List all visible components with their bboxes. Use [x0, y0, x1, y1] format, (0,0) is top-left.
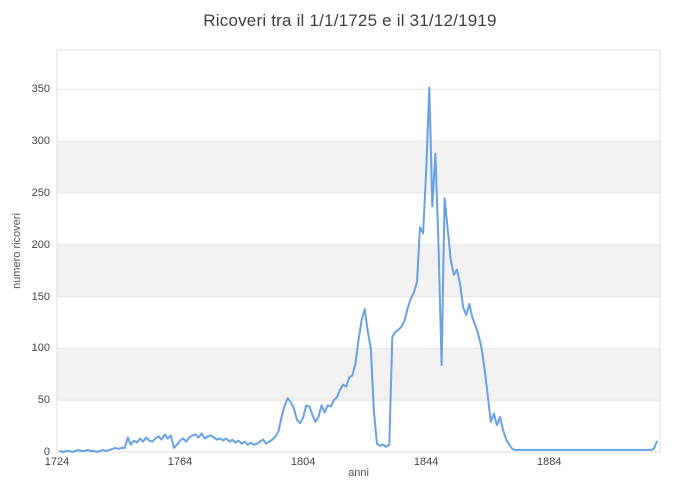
x-tick-label: 1724 — [44, 456, 70, 468]
y-tick-label: 250 — [31, 186, 50, 199]
plot-border — [56, 49, 661, 453]
x-tick-label: 1844 — [413, 456, 439, 468]
y-tick-label: 200 — [31, 238, 50, 251]
y-axis-title: numero ricoveri — [11, 213, 23, 289]
y-tick-label: 50 — [37, 394, 50, 407]
y-tick-label: 0 — [43, 446, 50, 458]
grid-band — [57, 244, 660, 297]
grid-band — [57, 348, 660, 401]
x-tick-label: 1804 — [290, 456, 316, 468]
y-tick-label: 350 — [31, 83, 50, 96]
x-axis-title: anni — [348, 467, 369, 479]
grid-band — [57, 141, 660, 193]
y-tick-label: 150 — [31, 290, 50, 303]
y-tick-label: 100 — [31, 342, 50, 355]
data-line — [59, 86, 658, 453]
x-tick-label: 1884 — [536, 456, 562, 468]
chart-title: Ricoveri tra il 1/1/1725 e il 31/12/1919 — [203, 11, 497, 30]
y-tick-label: 300 — [31, 135, 50, 148]
x-tick-label: 1764 — [167, 456, 193, 468]
